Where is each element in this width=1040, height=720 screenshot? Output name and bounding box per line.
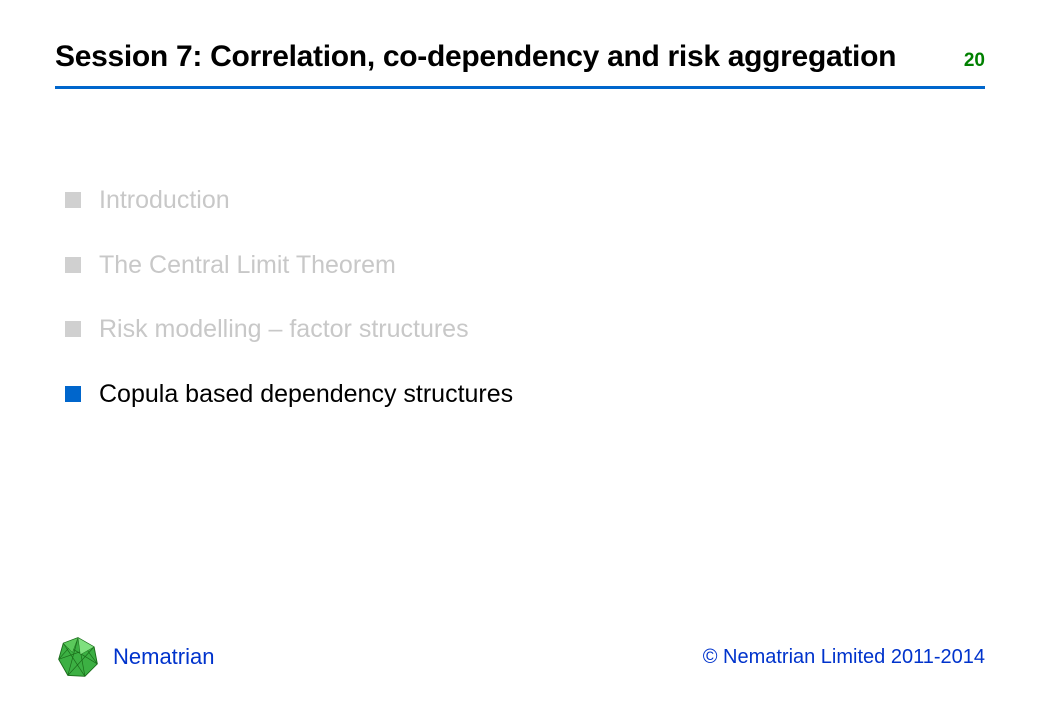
brand-name: Nematrian	[113, 644, 214, 670]
slide-container: Session 7: Correlation, co-dependency an…	[0, 0, 1040, 720]
square-bullet-icon	[65, 257, 81, 273]
nematrian-logo-icon	[55, 634, 101, 680]
agenda-item-label: The Central Limit Theorem	[99, 249, 396, 282]
square-bullet-icon	[65, 386, 81, 402]
agenda-item: The Central Limit Theorem	[65, 249, 985, 282]
agenda-item-label: Risk modelling – factor structures	[99, 313, 469, 346]
agenda-item-label: Introduction	[99, 184, 230, 217]
agenda-item: Risk modelling – factor structures	[65, 313, 985, 346]
slide-header: Session 7: Correlation, co-dependency an…	[55, 40, 985, 89]
square-bullet-icon	[65, 321, 81, 337]
footer-left: Nematrian	[55, 634, 214, 680]
square-bullet-icon	[65, 192, 81, 208]
page-number: 20	[964, 50, 985, 72]
slide-title: Session 7: Correlation, co-dependency an…	[55, 40, 896, 74]
copyright-text: © Nematrian Limited 2011-2014	[703, 646, 985, 669]
slide-footer: Nematrian © Nematrian Limited 2011-2014	[55, 624, 985, 690]
agenda-item-current: Copula based dependency structures	[65, 378, 985, 411]
slide-content: Introduction The Central Limit Theorem R…	[55, 184, 985, 624]
agenda-item: Introduction	[65, 184, 985, 217]
agenda-item-label: Copula based dependency structures	[99, 378, 513, 411]
